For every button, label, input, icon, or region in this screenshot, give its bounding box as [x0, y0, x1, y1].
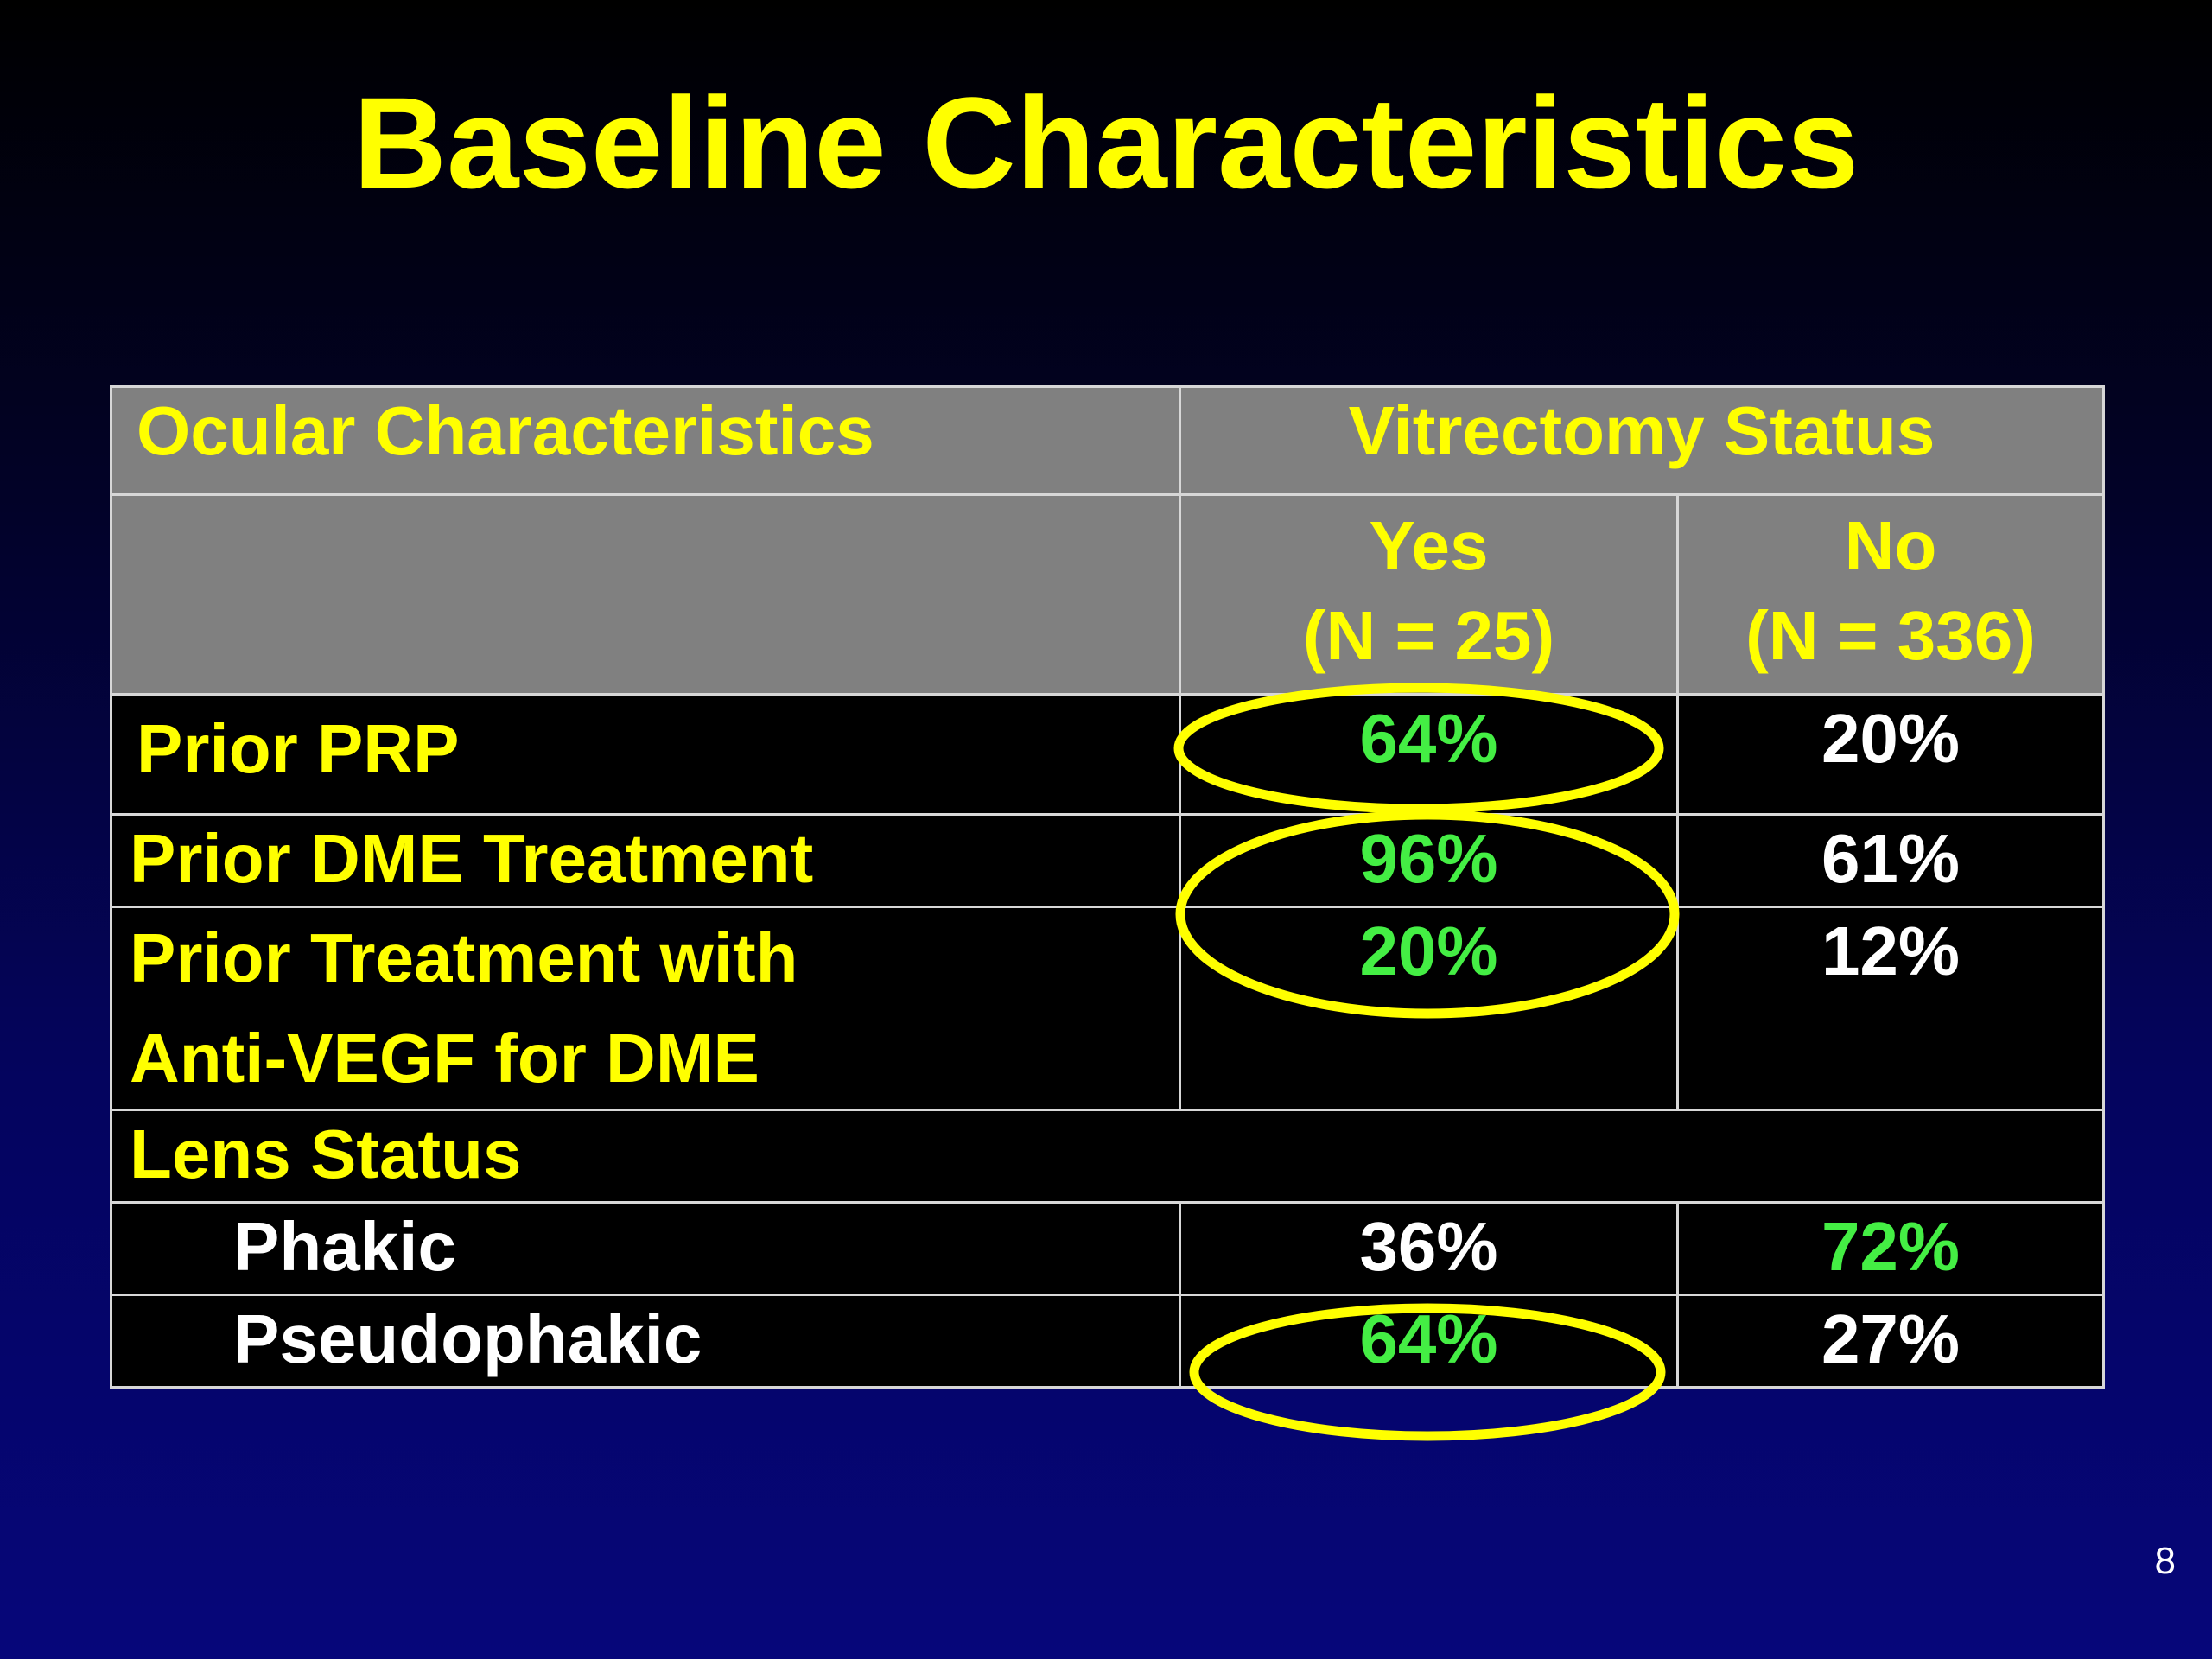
header-yes-label: Yes: [1369, 507, 1489, 584]
table-row: Prior DME Treatment 96% 61%: [110, 813, 2105, 908]
yes-value: 36%: [1179, 1201, 1679, 1296]
table-row: Pseudophakic 64% 27%: [110, 1294, 2105, 1389]
header-yes-n: (N = 25): [1302, 597, 1555, 674]
row-label: Prior Treatment with Anti-VEGF for DME: [110, 906, 1181, 1111]
table-subheader-row: Yes (N = 25) No (N = 336): [110, 493, 2105, 696]
header-vitrectomy-status: Vitrectomy Status: [1179, 385, 2105, 496]
table-row: Lens Status: [110, 1109, 2105, 1204]
row-label: Prior DME Treatment: [110, 813, 1181, 908]
no-value: 12%: [1676, 906, 2105, 1111]
yes-value: 64%: [1179, 693, 1679, 816]
page-number: 8: [2154, 1540, 2176, 1582]
table-row: Phakic 36% 72%: [110, 1201, 2105, 1296]
header-ocular-characteristics: Ocular Characteristics: [110, 385, 1181, 496]
row-label-line-2: Anti-VEGF for DME: [130, 1020, 760, 1096]
row-label-line-1: Prior Treatment with: [130, 919, 798, 996]
header-empty-cell: [110, 493, 1181, 696]
no-value: 61%: [1676, 813, 2105, 908]
row-label: Lens Status: [110, 1109, 2105, 1204]
header-no-label: No: [1844, 507, 1937, 584]
yes-value: 96%: [1179, 813, 1679, 908]
row-label: Pseudophakic: [110, 1294, 1181, 1389]
header-yes: Yes (N = 25): [1179, 493, 1679, 696]
header-no-n: (N = 336): [1745, 597, 2036, 674]
header-no: No (N = 336): [1676, 493, 2105, 696]
table-header-row: Ocular Characteristics Vitrectomy Status: [110, 385, 2105, 496]
table-row: Prior Treatment with Anti-VEGF for DME 2…: [110, 906, 2105, 1111]
no-value: 20%: [1676, 693, 2105, 816]
table-row: Prior PRP 64% 20%: [110, 693, 2105, 816]
baseline-characteristics-table: Ocular Characteristics Vitrectomy Status…: [110, 385, 2105, 1389]
yes-value: 64%: [1179, 1294, 1679, 1389]
no-value: 72%: [1676, 1201, 2105, 1296]
yes-value: 20%: [1179, 906, 1679, 1111]
slide-title: Baseline Characteristics: [353, 70, 1859, 215]
no-value: 27%: [1676, 1294, 2105, 1389]
row-label: Phakic: [110, 1201, 1181, 1296]
row-label: Prior PRP: [110, 693, 1181, 816]
